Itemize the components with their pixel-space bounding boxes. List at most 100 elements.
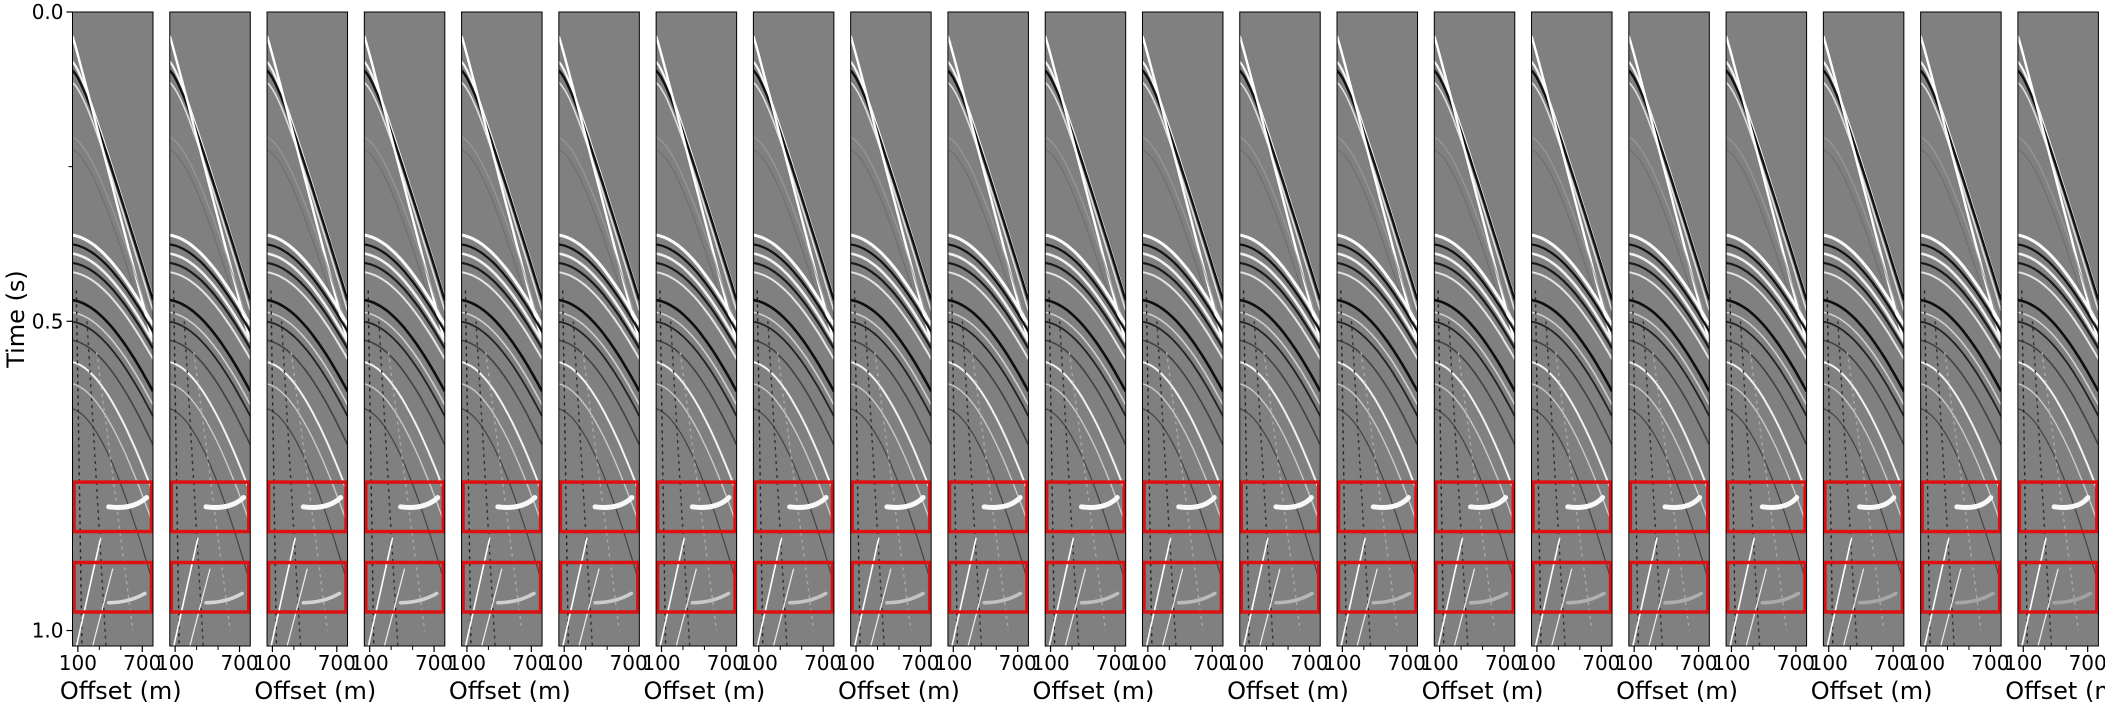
seismic-event — [364, 261, 445, 350]
direct-wave — [367, 537, 394, 646]
seismic-event — [169, 252, 251, 343]
highlight-box — [1725, 480, 1807, 534]
direct-wave — [1923, 537, 1950, 646]
panel-frame — [1920, 11, 2002, 647]
seismic-event — [850, 69, 932, 301]
highlight-box — [850, 560, 932, 614]
seismic-event — [1142, 148, 1223, 351]
bright-streak — [495, 495, 538, 510]
seismic-event — [364, 271, 445, 360]
y-tick-label: 0.5 — [32, 309, 64, 333]
seismic-event — [364, 35, 445, 343]
seismic-event — [364, 339, 445, 446]
seismic-event — [1726, 320, 1807, 417]
direct-wave — [383, 568, 406, 646]
seismic-event — [1337, 361, 1418, 493]
seismic-event — [1726, 35, 1807, 343]
seismic-event — [267, 261, 348, 350]
seismic-event — [656, 339, 737, 446]
seismic-event — [461, 35, 543, 343]
x-tick-label: 700 — [1388, 651, 1426, 675]
seismic-event — [2017, 81, 2099, 312]
panel: 100 700 — [1129, 11, 1231, 675]
direct-wave — [853, 537, 880, 646]
seismic-image — [558, 35, 640, 646]
seismic-event — [850, 339, 932, 446]
seismic-event — [1726, 361, 1807, 493]
seismic-event — [1142, 298, 1223, 393]
seismic-event — [1434, 261, 1515, 350]
seismic-event — [461, 233, 543, 326]
x-tick-label: 700 — [1582, 651, 1620, 675]
panel-frame — [1822, 11, 1905, 647]
direct-wave — [1940, 568, 1962, 646]
seismic-event — [1434, 81, 1515, 312]
seismic-event — [656, 261, 737, 350]
seismic-event — [72, 298, 153, 393]
seismic-event — [461, 339, 543, 446]
seismic-event — [850, 148, 932, 351]
seismic-event — [364, 243, 445, 333]
x-tick-label: 700 — [1679, 651, 1717, 675]
seismic-event — [2017, 136, 2099, 329]
seismic-event — [1823, 408, 1904, 584]
seismic-event — [461, 320, 543, 417]
panel: 100 700 — [1518, 11, 1620, 675]
seismic-event — [1823, 69, 1904, 301]
highlight-box — [753, 480, 835, 534]
seismic-event — [1045, 311, 1126, 406]
seismic-event — [1434, 298, 1515, 393]
x-axis-label: Offset (m) — [838, 677, 960, 705]
dashed-event — [367, 290, 375, 646]
seismic-image — [267, 35, 348, 646]
bright-streak — [2052, 591, 2093, 605]
bright-streak — [106, 591, 147, 605]
x-tick-label: 700 — [220, 651, 258, 675]
panel-frame — [558, 11, 640, 647]
seismic-event — [1823, 261, 1904, 350]
panel: 100 700 — [740, 11, 842, 675]
dashed-event — [1350, 321, 1372, 646]
seismic-event — [947, 81, 1029, 312]
seismic-event — [558, 243, 640, 333]
seismic-event — [364, 252, 445, 343]
seismic-image — [72, 35, 153, 646]
x-tick-label: 100 — [1518, 651, 1556, 675]
dashed-event — [1729, 290, 1737, 646]
dashed-event — [1944, 352, 1982, 631]
seismic-event — [1920, 81, 2002, 312]
seismic-event — [72, 271, 153, 360]
highlight-box — [1920, 560, 2002, 614]
direct-wave — [1826, 537, 1853, 646]
seismic-event — [850, 298, 932, 393]
highlight-box — [1239, 480, 1321, 534]
dashed-event — [270, 290, 278, 646]
bright-streak — [1663, 591, 1704, 605]
dashed-event — [1457, 352, 1496, 631]
seismic-event — [1920, 261, 2002, 350]
dashed-event — [1534, 290, 1542, 646]
seismic-event — [850, 320, 932, 417]
seismic-image — [169, 35, 251, 646]
highlight-box — [364, 560, 446, 614]
seismic-event — [1045, 298, 1126, 393]
seismic-event — [72, 339, 153, 446]
bright-streak — [885, 591, 925, 605]
seismic-event — [1920, 383, 2002, 525]
highlight-box — [72, 480, 154, 534]
seismic-event — [364, 233, 445, 326]
seismic-event — [267, 383, 348, 525]
highlight-box — [1044, 480, 1126, 534]
seismic-event — [1142, 252, 1223, 343]
seismic-event — [558, 252, 640, 343]
seismic-event — [1239, 298, 1321, 392]
seismic-event — [947, 243, 1029, 333]
seismic-event — [169, 69, 251, 301]
dashed-event — [1068, 352, 1107, 631]
seismic-event — [1531, 408, 1613, 584]
highlight-box — [169, 560, 251, 614]
